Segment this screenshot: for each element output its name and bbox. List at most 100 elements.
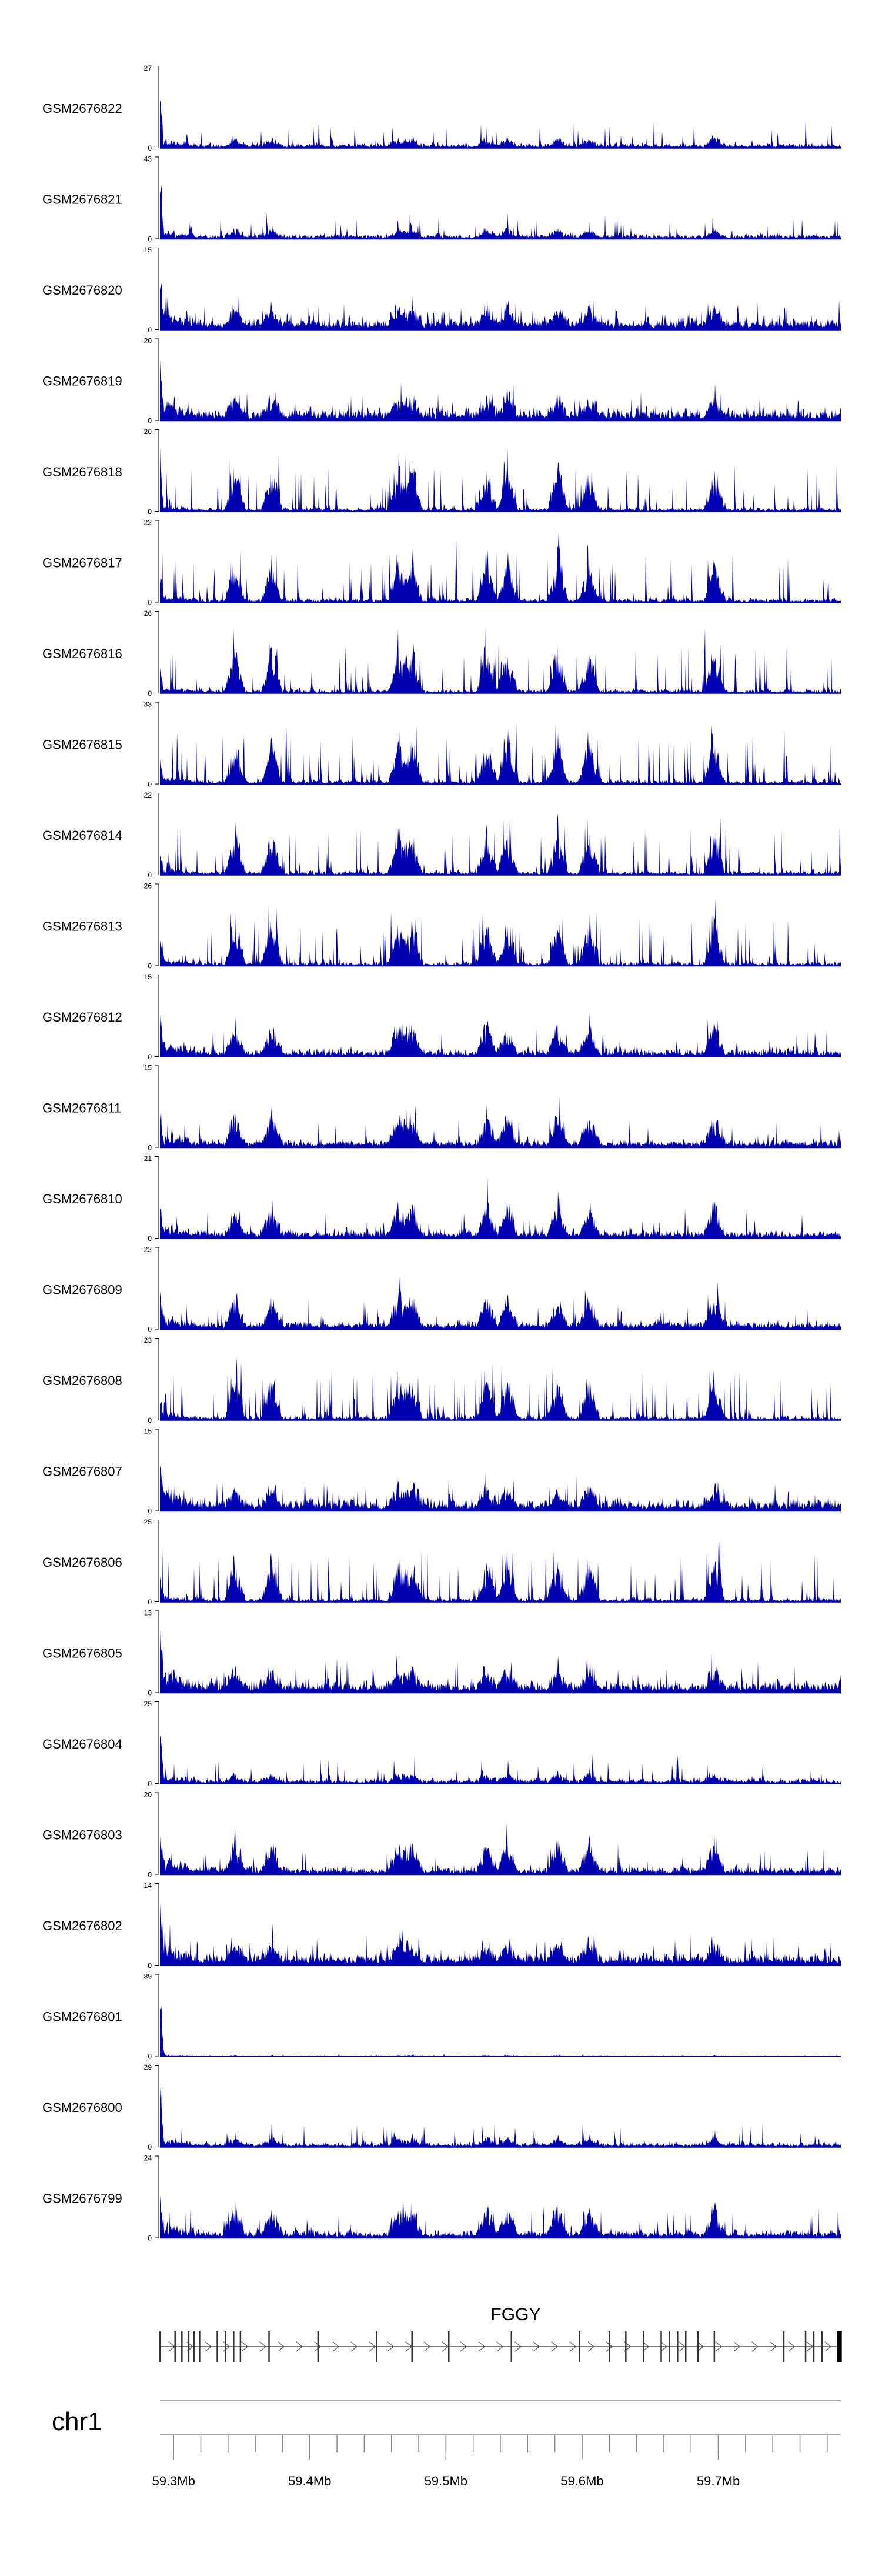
strand-arrow [770,2341,777,2352]
exon [447,2331,450,2362]
signal-area [160,813,841,875]
x-tick-label: 59.4Mb [288,2474,331,2488]
strand-arrow [259,2341,266,2352]
strand-arrow [514,2341,522,2352]
y-min-label: 0 [148,144,152,152]
strand-arrow [478,2341,485,2352]
y-min-label: 0 [148,2053,152,2061]
track-GSM2676814: GSM2676814 22 0 [42,791,841,879]
gene-track: FGGY [159,2305,842,2362]
track-GSM2676800: GSM2676800 29 0 [42,2063,841,2151]
strand-arrow [606,2341,613,2352]
track-label: GSM2676821 [42,192,122,207]
y-max-label: 33 [144,700,152,709]
exon [376,2331,377,2362]
y-min-label: 0 [148,780,152,789]
y-max-label: 21 [144,1154,152,1163]
strand-arrow [296,2341,303,2352]
strand-arrow [387,2341,394,2352]
y-max-label: 14 [144,1881,152,1890]
signal-area [160,185,841,239]
exon [159,2331,161,2362]
signal-area [160,1539,841,1602]
strand-arrow [587,2341,594,2352]
track-GSM2676815: GSM2676815 33 0 [42,700,841,789]
track-label: GSM2676815 [42,738,122,752]
exon [411,2331,413,2362]
y-max-label: 24 [144,2154,152,2163]
signal-area [160,1822,841,1875]
track-GSM2676805: GSM2676805 13 0 [42,1609,841,1697]
signal-area [160,1012,841,1057]
exon [713,2331,716,2362]
strand-arrow [278,2341,285,2352]
exon [669,2331,670,2362]
track-GSM2676801: GSM2676801 89 0 [42,1973,841,2061]
exon [188,2331,190,2362]
strand-arrow [460,2341,467,2352]
y-max-label: 22 [144,519,152,527]
exon [268,2331,270,2362]
track-GSM2676804: GSM2676804 25 0 [42,1700,841,1788]
track-label: GSM2676804 [42,1737,122,1751]
y-max-label: 20 [144,1791,152,1799]
track-label: GSM2676799 [42,2191,122,2206]
exon [684,2331,687,2362]
track-GSM2676819: GSM2676819 20 0 [42,337,841,425]
y-min-label: 0 [148,508,152,516]
strand-arrow [697,2341,704,2352]
strand-arrow [205,2341,212,2352]
exon [216,2331,218,2362]
track-GSM2676820: GSM2676820 15 0 [42,246,841,334]
track-GSM2676807: GSM2676807 15 0 [42,1427,841,1516]
track-label: GSM2676807 [42,1464,122,1479]
y-min-label: 0 [148,1871,152,1879]
exon [783,2331,785,2362]
y-max-label: 15 [144,1427,152,1436]
exon [609,2331,610,2362]
track-label: GSM2676820 [42,283,122,298]
track-GSM2676799: GSM2676799 24 0 [42,2154,841,2243]
y-max-label: 89 [144,1973,152,1981]
signal-area [160,1177,841,1239]
exon [199,2331,201,2362]
track-label: GSM2676818 [42,465,122,479]
track-label: GSM2676806 [42,1555,122,1570]
signal-area [160,626,841,693]
track-label: GSM2676816 [42,646,122,661]
strand-arrow [806,2341,813,2352]
exon [510,2331,513,2362]
signal-area [160,1466,841,1511]
y-min-label: 0 [148,1780,152,1788]
track-GSM2676809: GSM2676809 22 0 [42,1246,841,1334]
exon [643,2331,644,2362]
y-max-label: 22 [144,791,152,799]
gene-name: FGGY [490,2305,540,2324]
track-GSM2676816: GSM2676816 26 0 [42,609,841,698]
exon [677,2331,679,2362]
y-max-label: 43 [144,155,152,163]
exon [225,2331,226,2362]
strand-arrow [751,2341,759,2352]
y-min-label: 0 [148,689,152,698]
y-min-label: 0 [148,2143,152,2151]
signal-area [160,2086,841,2147]
exon [579,2331,580,2362]
chromosome-label: chr1 [52,2407,102,2436]
strand-arrow [569,2341,576,2352]
y-max-label: 20 [144,428,152,436]
exon [239,2331,242,2362]
signal-tracks: GSM2676822270GSM2676821430GSM2676820150G… [42,64,841,2243]
signal-area [160,2005,841,2057]
track-label: GSM2676805 [42,1646,122,1661]
y-max-label: 13 [144,1609,152,1617]
y-min-label: 0 [148,235,152,243]
y-max-label: 25 [144,1518,152,1526]
track-GSM2676818: GSM2676818 20 0 [42,428,841,516]
track-GSM2676802: GSM2676802 14 0 [42,1881,841,1970]
signal-area [160,1735,841,1784]
exon [233,2331,235,2362]
track-label: GSM2676802 [42,1918,122,1933]
exon [174,2331,176,2362]
